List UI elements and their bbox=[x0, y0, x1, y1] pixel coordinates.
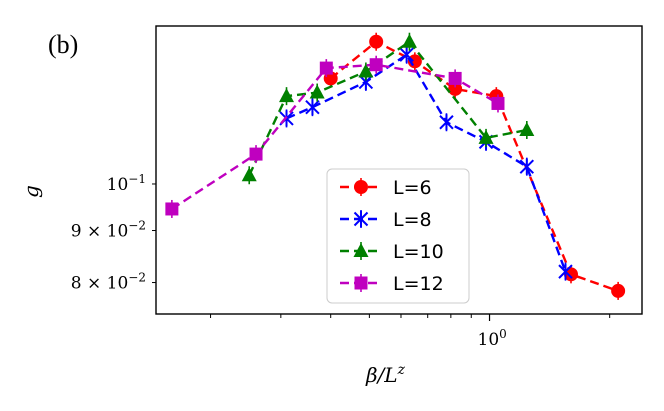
legend-entry-l-6: L=6 bbox=[340, 177, 432, 199]
data-point bbox=[401, 33, 417, 48]
legend-marker bbox=[353, 211, 369, 227]
x-axis-label: β/Lz bbox=[365, 362, 406, 387]
plot-area bbox=[165, 32, 626, 300]
legend-entry-l-8: L=8 bbox=[340, 209, 432, 231]
legend-box bbox=[326, 168, 470, 304]
data-point bbox=[519, 158, 535, 175]
series-line bbox=[286, 53, 567, 273]
legend: L=6 L=8 L=10 L=12 bbox=[326, 168, 470, 304]
data-point bbox=[319, 61, 333, 75]
data-point bbox=[241, 167, 257, 182]
series-l-12 bbox=[165, 55, 505, 218]
y-tick-label: 10−1 bbox=[107, 172, 146, 195]
legend-marker bbox=[354, 180, 368, 194]
data-point bbox=[305, 99, 320, 116]
data-point bbox=[369, 34, 384, 49]
data-point bbox=[448, 81, 463, 96]
legend-label: L=12 bbox=[393, 273, 444, 295]
legend-label: L=6 bbox=[393, 177, 432, 199]
legend-entry-l-10: L=10 bbox=[340, 241, 444, 263]
plot-frame bbox=[155, 25, 643, 315]
data-point bbox=[358, 63, 374, 78]
data-point bbox=[491, 96, 505, 110]
panel-label: (b) bbox=[48, 30, 78, 59]
data-point bbox=[309, 84, 325, 99]
y-tick-label: 9 × 10−2 bbox=[71, 219, 146, 242]
legend-marker bbox=[353, 243, 369, 257]
legend-entry-l-12: L=12 bbox=[340, 273, 444, 295]
data-point bbox=[448, 71, 462, 85]
data-point bbox=[611, 283, 626, 298]
legend-marker bbox=[354, 276, 368, 290]
data-point bbox=[369, 58, 383, 72]
data-point bbox=[439, 114, 454, 131]
y-axis-label: g bbox=[19, 185, 43, 198]
data-point bbox=[478, 129, 494, 144]
data-point bbox=[323, 71, 338, 86]
data-point bbox=[165, 202, 179, 216]
data-point bbox=[279, 88, 295, 103]
y-tick-label: 8 × 10−2 bbox=[71, 271, 146, 294]
axis-ticks: 100 10−1 9 × 10−2 8 × 10−2 bbox=[71, 172, 611, 350]
data-point bbox=[558, 263, 573, 280]
x-tick-label: 100 bbox=[478, 327, 507, 350]
legend-label: L=8 bbox=[393, 209, 432, 231]
data-point bbox=[399, 46, 414, 63]
data-point bbox=[249, 147, 263, 161]
data-point bbox=[519, 121, 535, 136]
series-l-10 bbox=[241, 32, 535, 185]
legend-label: L=10 bbox=[393, 241, 444, 263]
